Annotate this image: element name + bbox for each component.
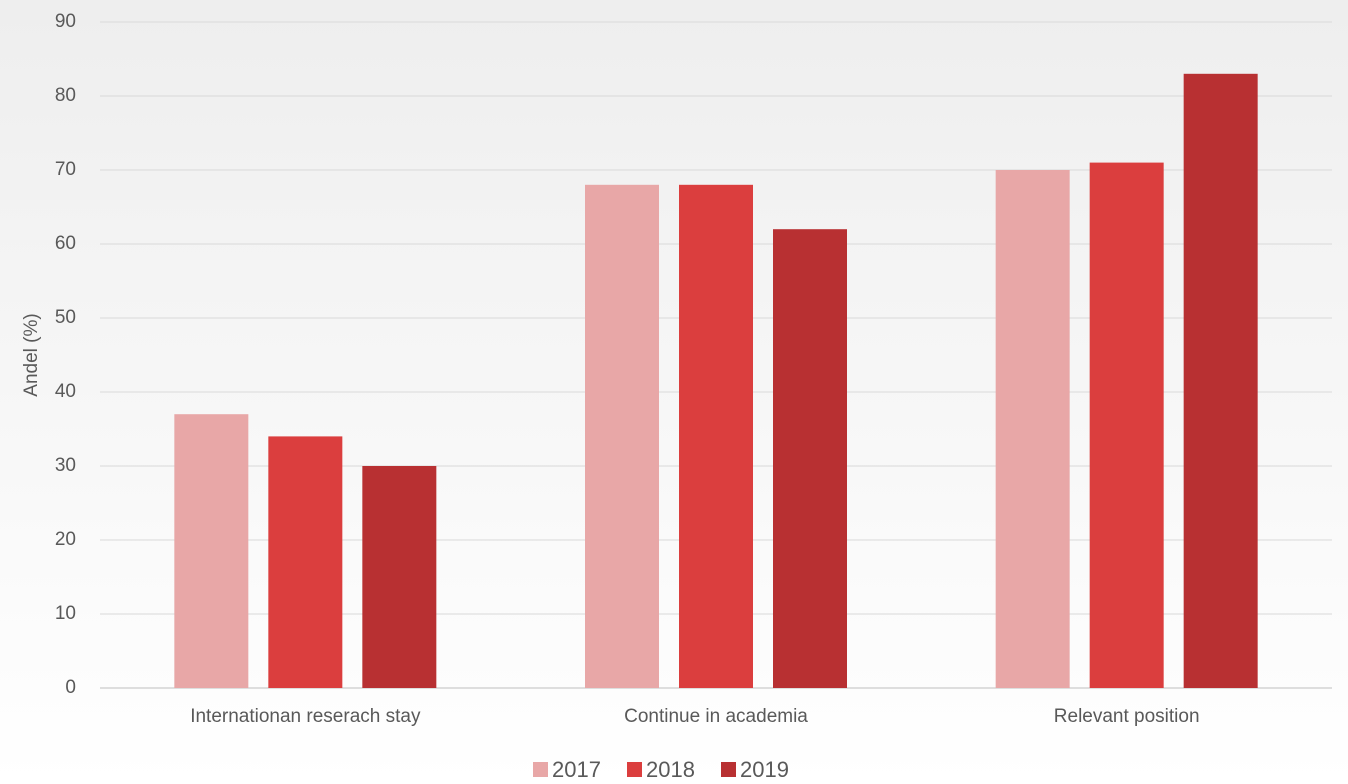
legend-swatch xyxy=(721,762,736,777)
legend-label: 2017 xyxy=(552,757,601,782)
x-tick-label: Continue in academia xyxy=(624,706,808,727)
bar xyxy=(174,414,249,688)
y-tick-label: 40 xyxy=(55,381,76,402)
bar xyxy=(995,170,1070,688)
bar xyxy=(1089,162,1164,689)
y-tick-label: 80 xyxy=(55,85,76,106)
y-tick-label: 10 xyxy=(55,603,76,624)
y-tick-label: 0 xyxy=(65,677,76,698)
y-tick-label: 70 xyxy=(55,159,76,180)
y-tick-label: 60 xyxy=(55,233,76,254)
y-tick-label: 50 xyxy=(55,307,76,328)
legend-swatch xyxy=(627,762,642,777)
legend-label: 2018 xyxy=(646,757,695,782)
bar xyxy=(362,466,437,688)
bar xyxy=(679,184,753,689)
y-tick-label: 90 xyxy=(55,11,76,32)
y-axis-label: Andel (%) xyxy=(21,313,42,396)
y-tick-label: 20 xyxy=(55,529,76,550)
x-tick-label: Relevant position xyxy=(1054,706,1200,727)
legend-swatch xyxy=(533,762,548,777)
y-tick-label: 30 xyxy=(55,455,76,476)
bar xyxy=(585,184,659,689)
bar xyxy=(1183,73,1258,689)
bar xyxy=(268,436,343,688)
x-tick-label: Internationan reserach stay xyxy=(190,706,421,727)
bar xyxy=(773,229,847,688)
legend-label: 2019 xyxy=(740,757,789,782)
